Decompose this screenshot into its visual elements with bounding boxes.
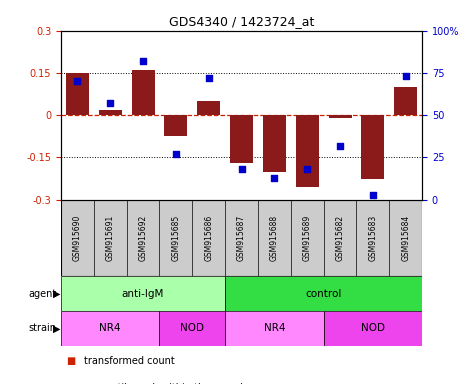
Point [271,175,278,181]
Bar [263,115,286,172]
Text: strain: strain [28,323,56,333]
Text: GSM915691: GSM915691 [106,215,115,261]
Text: agent: agent [28,289,56,299]
Text: GSM915684: GSM915684 [401,215,410,261]
Text: NR4: NR4 [99,323,121,333]
Point [336,142,344,149]
Point [238,166,245,172]
Bar [131,70,154,115]
Bar [225,276,422,311]
Point [303,166,311,172]
Point [106,100,114,106]
Bar [61,311,159,346]
Bar [66,73,89,115]
Bar [225,311,324,346]
Point [74,78,81,84]
Text: GSM915687: GSM915687 [237,215,246,261]
Point [205,75,212,81]
Text: percentile rank within the sample: percentile rank within the sample [84,383,250,384]
Text: GSM915688: GSM915688 [270,215,279,261]
Bar [159,311,225,346]
Text: GSM915690: GSM915690 [73,215,82,261]
Bar [324,311,422,346]
Bar [98,109,121,115]
Bar [328,115,351,118]
Bar [361,115,384,179]
Point [402,73,409,79]
Text: GSM915692: GSM915692 [138,215,148,261]
Bar [164,115,187,136]
Text: control: control [305,289,342,299]
Bar [197,101,220,115]
Text: GSM915689: GSM915689 [303,215,312,261]
Bar [61,276,225,311]
Point [139,58,147,64]
Bar [230,115,253,163]
Point [369,192,377,198]
Text: transformed count: transformed count [84,356,175,366]
Title: GDS4340 / 1423724_at: GDS4340 / 1423724_at [169,15,314,28]
Bar [394,87,417,115]
Text: ■: ■ [66,356,75,366]
Text: GSM915685: GSM915685 [171,215,181,261]
Text: anti-IgM: anti-IgM [122,289,164,299]
Text: ▶: ▶ [53,289,60,299]
Text: ■: ■ [66,383,75,384]
Text: GSM915686: GSM915686 [204,215,213,261]
Text: NOD: NOD [361,323,385,333]
Text: GSM915682: GSM915682 [335,215,345,261]
Text: ▶: ▶ [53,323,60,333]
Point [172,151,180,157]
Text: GSM915683: GSM915683 [368,215,378,261]
Text: NOD: NOD [180,323,204,333]
Text: NR4: NR4 [264,323,285,333]
Bar [295,115,318,187]
